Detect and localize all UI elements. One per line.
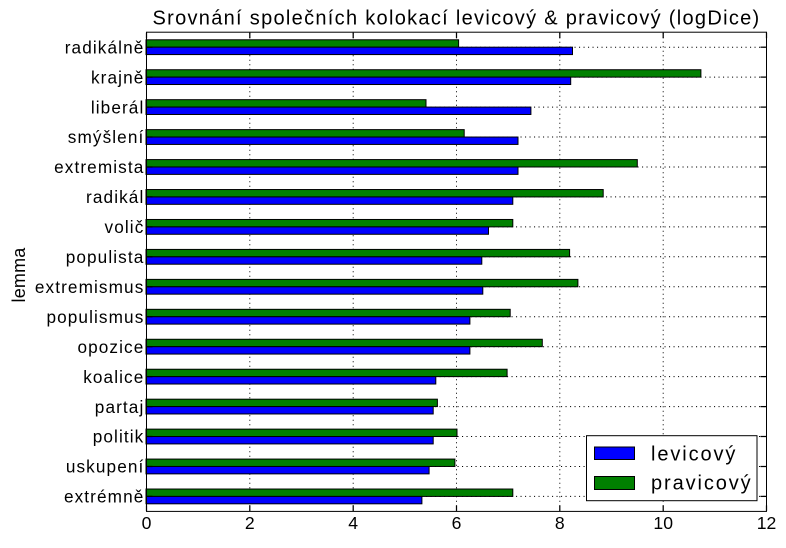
svg-text:smýšlení: smýšlení bbox=[68, 127, 145, 147]
svg-text:10: 10 bbox=[653, 513, 673, 533]
svg-text:lemma: lemma bbox=[9, 247, 29, 303]
svg-text:populismus: populismus bbox=[46, 307, 144, 327]
svg-text:0: 0 bbox=[142, 513, 152, 533]
svg-text:politik: politik bbox=[93, 427, 145, 447]
svg-text:radikálně: radikálně bbox=[65, 37, 145, 57]
svg-text:koalice: koalice bbox=[83, 367, 144, 387]
svg-text:volič: volič bbox=[105, 217, 145, 237]
svg-text:radikál: radikál bbox=[86, 187, 144, 207]
svg-text:extrémně: extrémně bbox=[64, 487, 144, 507]
svg-text:liberál: liberál bbox=[91, 97, 145, 117]
svg-text:2: 2 bbox=[245, 513, 255, 533]
svg-text:extremista: extremista bbox=[54, 157, 144, 177]
svg-text:partaj: partaj bbox=[95, 397, 145, 417]
svg-text:opozice: opozice bbox=[77, 337, 144, 357]
svg-text:pravicový: pravicový bbox=[651, 473, 753, 495]
svg-text:4: 4 bbox=[348, 513, 358, 533]
svg-text:extremismus: extremismus bbox=[35, 277, 145, 297]
svg-text:12: 12 bbox=[757, 513, 777, 533]
svg-text:Srovnání společních kolokací l: Srovnání společních kolokací levicový & … bbox=[152, 8, 760, 30]
svg-text:populista: populista bbox=[66, 247, 145, 267]
svg-text:krajně: krajně bbox=[91, 67, 144, 87]
svg-text:uskupení: uskupení bbox=[66, 457, 145, 477]
svg-text:levicový: levicový bbox=[651, 443, 737, 465]
svg-text:6: 6 bbox=[452, 513, 462, 533]
svg-text:8: 8 bbox=[555, 513, 565, 533]
